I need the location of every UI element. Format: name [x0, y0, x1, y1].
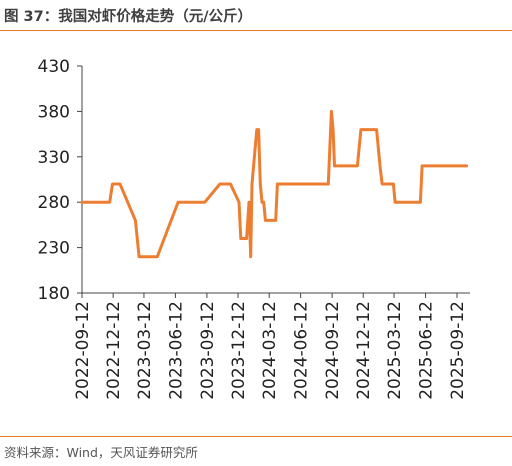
chart-title: 图 37：我国对虾价格走势（元/公斤）	[4, 9, 253, 25]
bottom-divider	[0, 436, 512, 437]
y-tick-label: 430	[38, 57, 70, 77]
x-tick-label: 2023-06-12	[166, 301, 186, 400]
y-tick-label: 380	[38, 102, 70, 122]
x-tick-label: 2024-12-12	[354, 301, 374, 400]
line-chart: 180 230 280 330 380 430 2022-09-12 2022-12-12 20…	[38, 57, 470, 400]
y-tick-label: 280	[38, 193, 70, 213]
x-tick-label: 2025-06-12	[417, 301, 437, 400]
source-note: 资料来源：Wind，天风证券研究所	[4, 445, 198, 460]
price-series-line	[80, 109, 469, 259]
x-tick-label: 2024-09-12	[323, 301, 343, 400]
x-tick-label: 2022-12-12	[104, 301, 124, 400]
x-tick-label: 2025-03-12	[385, 301, 405, 400]
x-tick-label: 2023-09-12	[198, 301, 218, 400]
x-tick-label: 2024-03-12	[260, 301, 280, 400]
x-tick-label: 2024-06-12	[292, 301, 312, 400]
y-tick-label: 330	[38, 148, 70, 168]
top-divider	[0, 30, 512, 31]
title-bar: 图 37：我国对虾价格走势（元/公斤）	[0, 0, 512, 31]
y-tick-label: 180	[38, 284, 70, 304]
x-tick-label: 2022-09-12	[73, 301, 93, 400]
y-tick-label: 230	[38, 239, 70, 259]
x-tick-label: 2023-03-12	[135, 301, 155, 400]
x-tick-label: 2025-09-12	[448, 301, 468, 400]
x-tick-label: 2023-12-12	[229, 301, 249, 400]
